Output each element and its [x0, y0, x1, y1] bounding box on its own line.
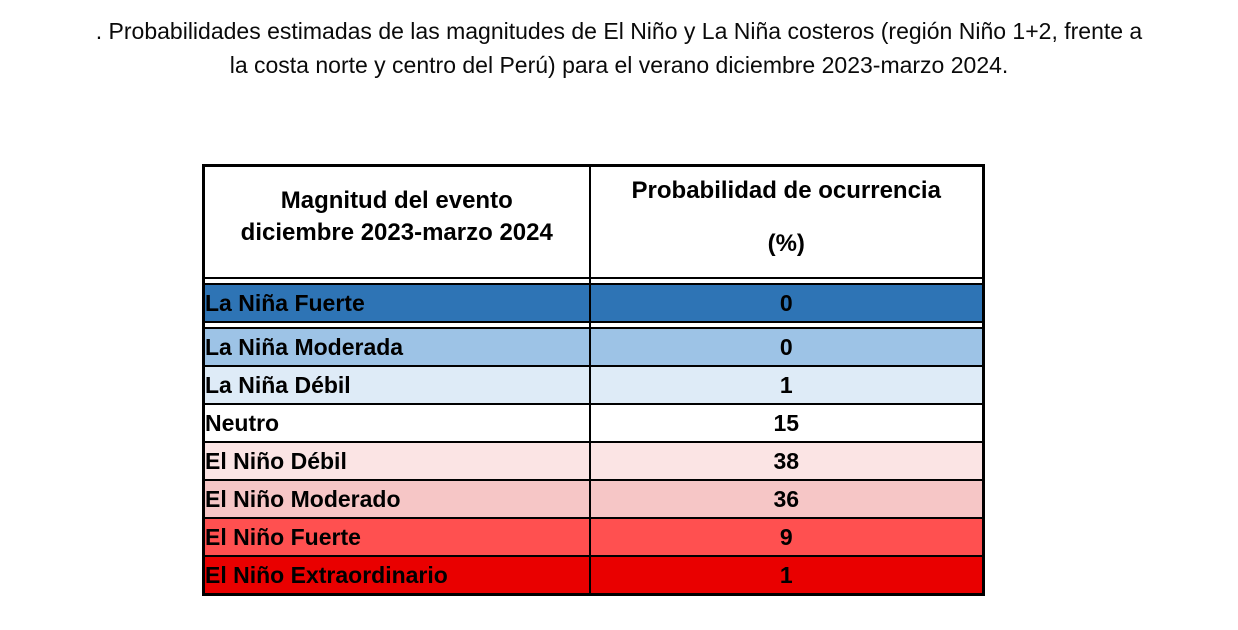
probability-table-container: Magnitud del evento diciembre 2023-marzo…	[202, 164, 985, 596]
row-value: 15	[588, 403, 985, 443]
row-value: 38	[588, 441, 985, 481]
row-value: 36	[588, 479, 985, 519]
header-probability-line1: Probabilidad de ocurrencia	[631, 177, 941, 204]
row-value: 0	[588, 327, 985, 367]
header-row: Magnitud del evento diciembre 2023-marzo…	[202, 164, 985, 279]
table-row-la-nina-moderada: La Niña Moderada 0	[202, 327, 985, 367]
table-row-el-nino-moderado: El Niño Moderado 36	[202, 479, 985, 519]
probability-table: Magnitud del evento diciembre 2023-marzo…	[202, 164, 985, 596]
spacer-row	[202, 277, 985, 285]
row-label: La Niña Moderada	[202, 327, 591, 367]
table-row-neutro: Neutro 15	[202, 403, 985, 443]
table-row-la-nina-debil: La Niña Débil 1	[202, 365, 985, 405]
row-label: La Niña Fuerte	[202, 283, 591, 323]
page: { "caption": { "line1": ". Probabilidade…	[0, 14, 1238, 630]
table-row-el-nino-fuerte: El Niño Fuerte 9	[202, 517, 985, 557]
row-value: 1	[588, 365, 985, 405]
row-label: El Niño Extraordinario	[202, 555, 591, 596]
row-value: 1	[588, 555, 985, 596]
row-label: El Niño Débil	[202, 441, 591, 481]
spacer-row	[202, 321, 985, 329]
row-value: 0	[588, 283, 985, 323]
table-row-el-nino-extraordinario: El Niño Extraordinario 1	[202, 555, 985, 596]
table-row-el-nino-debil: El Niño Débil 38	[202, 441, 985, 481]
header-magnitude-line1: Magnitud del evento	[280, 187, 513, 214]
figure-caption: . Probabilidades estimadas de las magnit…	[0, 14, 1238, 82]
row-label: Neutro	[202, 403, 591, 443]
row-value: 9	[588, 517, 985, 557]
caption-line-2: la costa norte y centro del Perú) para e…	[229, 52, 1009, 79]
table-row-la-nina-fuerte: La Niña Fuerte 0	[202, 283, 985, 323]
caption-line-1: . Probabilidades estimadas de las magnit…	[95, 18, 1143, 44]
header-probability: Probabilidad de ocurrencia (%)	[588, 164, 985, 279]
row-label: El Niño Moderado	[202, 479, 591, 519]
header-magnitude-line2: diciembre 2023-marzo 2024	[240, 219, 553, 247]
row-label: La Niña Débil	[202, 365, 591, 405]
row-label: El Niño Fuerte	[202, 517, 591, 557]
header-probability-unit: (%)	[767, 229, 805, 257]
header-magnitude: Magnitud del evento diciembre 2023-marzo…	[202, 164, 591, 279]
